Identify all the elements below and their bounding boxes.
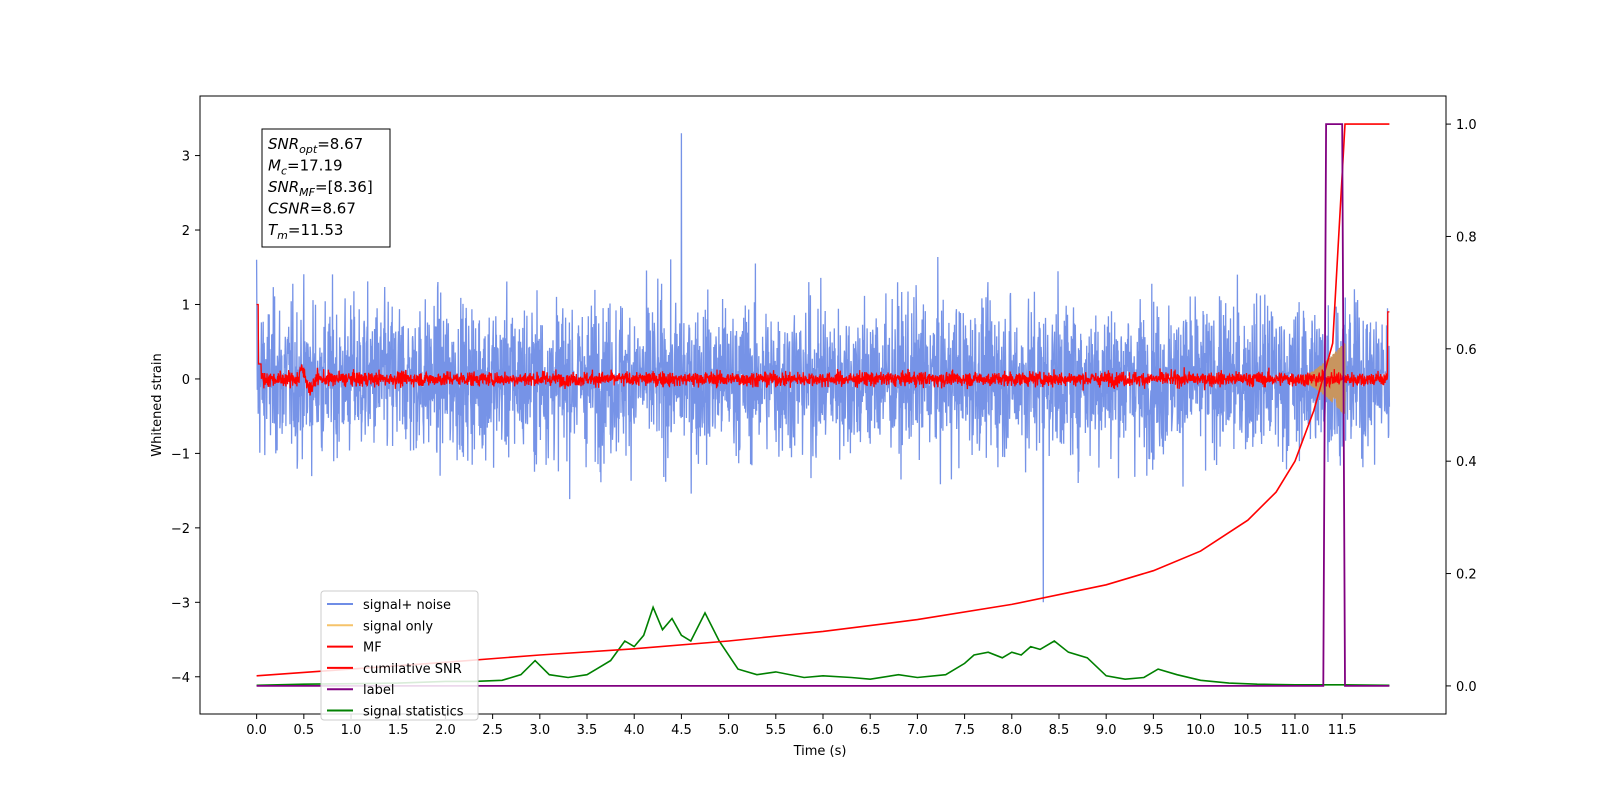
series-label-line xyxy=(256,123,1390,687)
y-left-tick-label: 1 xyxy=(182,298,190,313)
y-left-tick-label: −2 xyxy=(171,522,190,537)
y-right-tick-label: 0.6 xyxy=(1456,343,1477,358)
legend-label: signal statistics xyxy=(363,705,464,720)
x-tick-label: 11.5 xyxy=(1328,723,1357,738)
series-signal-noise-line xyxy=(255,133,1391,603)
x-tick-label: 4.0 xyxy=(624,723,645,738)
info-box-line: Mc=17.19 xyxy=(268,157,343,178)
x-tick-label: 3.0 xyxy=(529,723,550,738)
x-tick-label: 10.5 xyxy=(1233,723,1262,738)
y-right-tick-label: 0.8 xyxy=(1456,230,1477,245)
series-mf-line xyxy=(256,303,1390,396)
x-axis-label: Time (s) xyxy=(793,744,847,759)
legend-label: label xyxy=(363,683,394,698)
legend-label: cumilative SNR xyxy=(363,662,462,677)
x-tick-label: 0.5 xyxy=(293,723,314,738)
series-layer xyxy=(255,123,1391,687)
info-box-line: SNRopt=8.67 xyxy=(268,135,363,156)
info-box-frame xyxy=(261,128,391,248)
info-box-line: SNRMF=[8.36] xyxy=(268,178,373,199)
y-left-tick-label: −3 xyxy=(171,596,190,611)
legend-frame xyxy=(320,590,479,721)
x-tick-label: 2.0 xyxy=(435,723,456,738)
y-axis-label-left: Whitened strain xyxy=(150,353,165,456)
legend: signal+ noise signal only MF cumilative SNR… xyxy=(320,590,479,721)
legend-label: signal only xyxy=(363,619,433,634)
x-tick-label: 8.5 xyxy=(1049,723,1070,738)
series-signal-statistics-line xyxy=(256,605,1390,687)
info-box-line: CSNR=8.67 xyxy=(268,200,356,218)
x-tick-label: 6.0 xyxy=(813,723,834,738)
x-tick-label: 0.0 xyxy=(246,723,267,738)
x-tick-label: 9.5 xyxy=(1143,723,1164,738)
x-tick-label: 1.0 xyxy=(341,723,362,738)
y-left-tick-label: 0 xyxy=(182,373,190,388)
legend-label: signal+ noise xyxy=(363,598,451,613)
y-right-tick-label: 0.4 xyxy=(1456,455,1477,470)
x-tick-label: 7.5 xyxy=(954,723,975,738)
x-tick-label: 3.5 xyxy=(577,723,598,738)
info-box: SNRopt=8.67Mc=17.19SNRMF=[8.36]CSNR=8.67… xyxy=(261,128,391,248)
x-tick-label: 8.0 xyxy=(1001,723,1022,738)
y-left-tick-label: −1 xyxy=(171,447,190,462)
y-right-tick-label: 0.2 xyxy=(1456,568,1477,583)
x-tick-label: 2.5 xyxy=(482,723,503,738)
x-tick-label: 4.5 xyxy=(671,723,692,738)
info-box-line: Tm=11.53 xyxy=(268,221,343,242)
x-tick-label: 6.5 xyxy=(860,723,881,738)
series-cumulative-snr-line xyxy=(256,123,1390,677)
y-left-tick-label: −4 xyxy=(171,671,190,686)
x-tick-label: 11.0 xyxy=(1280,723,1309,738)
x-tick-label: 5.5 xyxy=(765,723,786,738)
y-right-tick-label: 0.0 xyxy=(1456,680,1477,695)
y-left-tick-label: 3 xyxy=(182,150,190,165)
legend-label: MF xyxy=(363,641,382,656)
x-tick-label: 7.0 xyxy=(907,723,928,738)
x-tick-label: 10.0 xyxy=(1186,723,1215,738)
x-tick-label: 9.0 xyxy=(1096,723,1117,738)
y-left-tick-label: 2 xyxy=(182,224,190,239)
axes-layer: 0.0 0.5 1.0 1.5 2.0 2.5 3.0 3.5 4.0 4.5 5.0 5.5 6.0 6… xyxy=(171,118,1477,738)
y-right-tick-label: 1.0 xyxy=(1456,118,1477,133)
x-tick-label: 1.5 xyxy=(388,723,409,738)
x-tick-label: 5.0 xyxy=(718,723,739,738)
